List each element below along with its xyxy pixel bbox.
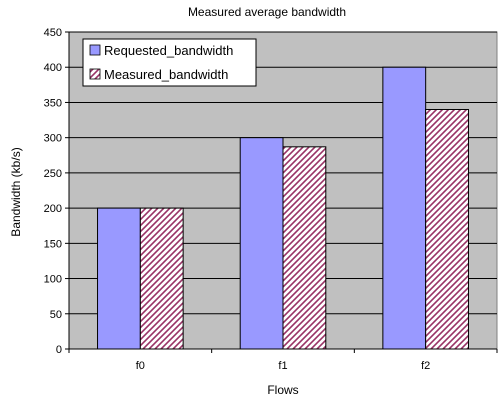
y-tick-label: 300	[44, 133, 62, 145]
x-tick-label: f0	[136, 360, 145, 372]
bar-measured-f0	[139, 207, 184, 350]
legend-label-requested: Requested_bandwidth	[104, 43, 233, 58]
legend-swatch-requested	[89, 44, 101, 56]
x-tick-label: f2	[421, 360, 430, 372]
y-tick-label: 350	[44, 97, 62, 109]
y-tick-label: 250	[44, 168, 62, 180]
legend-label-measured: Measured_bandwidth	[104, 67, 228, 82]
x-tick-label: f1	[278, 360, 287, 372]
y-tick-label: 200	[44, 203, 62, 215]
y-tick-label: 50	[50, 309, 62, 321]
y-tick-label: 100	[44, 274, 62, 286]
legend-box	[82, 38, 257, 87]
y-axis: 0 50 100 150 200 250 300 350 400 450	[44, 27, 70, 356]
bar-requested-f0	[97, 207, 141, 350]
chart-title: Measured average bandwidth	[188, 5, 346, 19]
bar-requested-f1	[239, 137, 284, 350]
bars	[97, 66, 469, 350]
x-axis: f0 f1 f2	[68, 348, 498, 372]
bar-measured-f1	[282, 146, 327, 350]
y-tick-label: 450	[44, 27, 62, 39]
y-tick-label: 150	[44, 238, 62, 250]
y-tick-label: 0	[56, 344, 62, 356]
legend-swatch-measured	[89, 68, 101, 80]
y-axis-label: Bandwidth (kb/s)	[9, 147, 23, 236]
x-axis-label: Flows	[267, 383, 298, 397]
bar-measured-f2	[425, 108, 469, 350]
legend: Requested_bandwidth Measured_bandwidth	[82, 38, 257, 87]
bar-requested-f2	[382, 66, 427, 350]
y-tick-label: 400	[44, 62, 62, 74]
